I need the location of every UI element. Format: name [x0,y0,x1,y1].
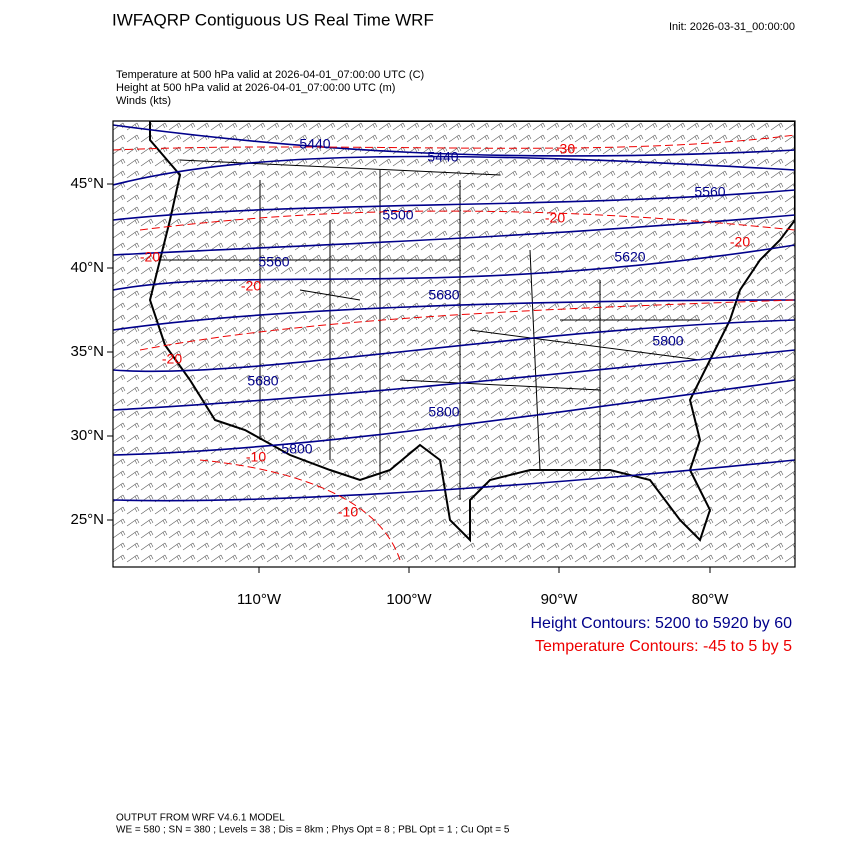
height-contour-label: 5680 [247,373,278,389]
title: IWFAQRP Contiguous US Real Time WRF [112,10,434,29]
height-legend: Height Contours: 5200 to 5920 by 60 [530,615,792,632]
lat-label: 35°N [70,343,104,360]
height-contour-label: 5560 [258,254,289,270]
height-contour-label: 5800 [428,404,459,420]
footer-model: OUTPUT FROM WRF V4.6.1 MODEL [116,813,285,824]
init-time: Init: 2026-03-31_00:00:00 [669,21,795,33]
wind-barbs [113,121,795,567]
height-contour-label: 5560 [694,184,725,200]
lon-label: 80°W [692,591,730,608]
field-line: Temperature at 500 hPa valid at 2026-04-… [116,69,424,81]
temperature-legend: Temperature Contours: -45 to 5 by 5 [535,638,792,655]
temperature-contour-label: -10 [246,449,266,465]
temperature-contour-label: -20 [730,234,750,250]
lon-label: 110°W [237,591,282,608]
coastline [148,121,795,543]
temperature-contour-label: -10 [338,504,358,520]
height-contour-label: 5800 [652,333,683,349]
temperature-contour-label: -20 [241,278,261,294]
lon-label: 90°W [541,591,579,608]
lat-label: 25°N [70,511,104,528]
field-line: Height at 500 hPa valid at 2026-04-01_07… [116,82,395,94]
state-borders [160,159,701,500]
footer-settings: WE = 580 ; SN = 380 ; Levels = 38 ; Dis … [116,825,510,836]
map-area [113,121,795,567]
temperature-contour-label: -20 [545,210,565,226]
lat-label: 40°N [70,259,104,276]
temperature-contours [113,134,795,561]
temperature-contour-label: -20 [162,351,182,367]
height-contour-label: 5440 [299,136,330,152]
field-line: Winds (kts) [116,95,171,107]
height-contours [113,124,795,502]
map-frame [112,120,796,568]
temperature-contour-label: -20 [140,249,160,265]
height-contour-label: 5440 [427,149,458,165]
lon-label: 100°W [386,591,432,608]
lat-label: 30°N [70,427,104,444]
height-contour-label: 5620 [614,249,645,265]
lat-label: 45°N [70,175,104,192]
height-contour-label: 5680 [428,287,459,303]
temperature-contour-label: -30 [555,141,575,157]
height-contour-label: 5500 [382,207,413,223]
height-contour-label: 5800 [281,441,312,457]
